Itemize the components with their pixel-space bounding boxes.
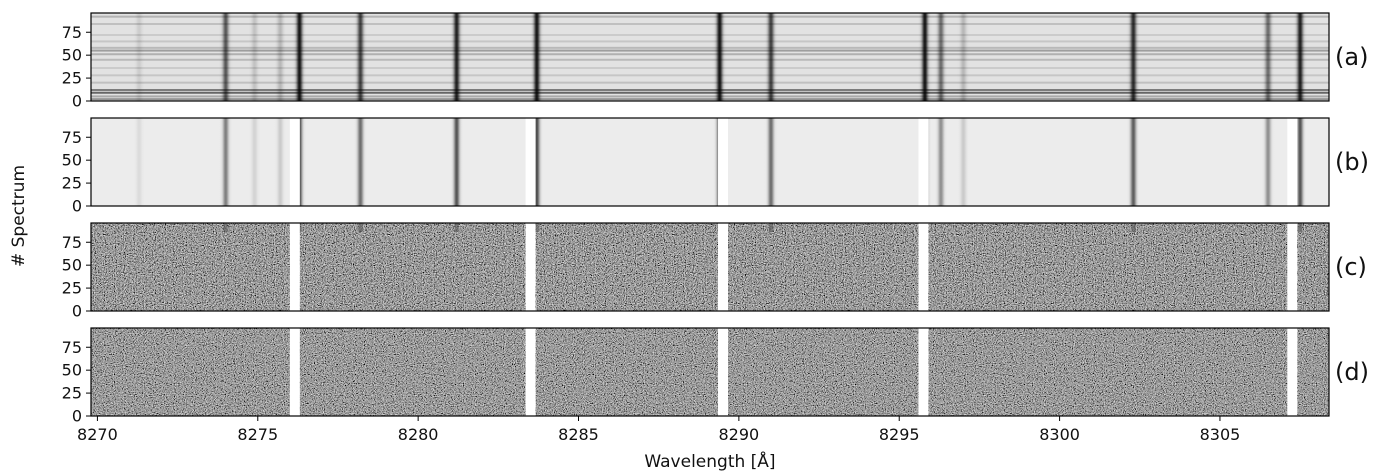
panel-c-residual-feature — [768, 223, 773, 232]
masked-region — [1287, 328, 1298, 416]
panel-c-residual-feature — [223, 223, 228, 232]
panel-d — [91, 328, 1329, 416]
masked-region — [918, 223, 929, 311]
y-tick-label: 25 — [62, 69, 82, 88]
panel-a-band — [91, 46, 1329, 49]
y-tick-label: 25 — [62, 174, 82, 193]
panel-b-image — [91, 118, 1329, 206]
panel-label: (d) — [1335, 358, 1369, 386]
panel-c-residual-feature — [358, 223, 363, 232]
x-tick-label: 8275 — [237, 425, 278, 444]
panel-label: (c) — [1335, 253, 1367, 281]
x-tick-label: 8305 — [1200, 425, 1241, 444]
y-tick-label: 0 — [72, 407, 82, 426]
panel-a-band — [91, 74, 1329, 77]
y-tick-label: 50 — [62, 46, 82, 65]
panel-a-band — [91, 15, 1329, 18]
masked-region — [718, 223, 729, 311]
y-tick-label: 0 — [72, 197, 82, 216]
y-tick-label: 50 — [62, 361, 82, 380]
x-tick-label: 8290 — [719, 425, 760, 444]
panel-a-band — [91, 81, 1329, 84]
panel-c — [91, 223, 1329, 311]
masked-region — [289, 118, 300, 206]
panel-a-band — [91, 53, 1329, 56]
masked-region — [918, 118, 929, 206]
panel-frame — [90, 117, 1330, 207]
x-tick-label: 8270 — [77, 425, 118, 444]
panel-a-band — [91, 98, 1329, 101]
panel-a-band — [91, 49, 1329, 52]
y-tick-label: 0 — [72, 302, 82, 321]
panel-c-residual-feature — [1131, 223, 1136, 232]
y-tick-label: 75 — [62, 338, 82, 357]
masked-region — [289, 223, 300, 311]
x-tick-label: 8285 — [558, 425, 599, 444]
y-tick-label: 25 — [62, 384, 82, 403]
panel-a-band — [91, 23, 1329, 25]
y-tick-label: 50 — [62, 256, 82, 275]
panel-c-image — [91, 223, 1329, 311]
y-tick-label: 25 — [62, 279, 82, 298]
masked-region — [289, 328, 300, 416]
y-tick-label: 0 — [72, 92, 82, 111]
masked-region — [525, 118, 536, 206]
panel-a-band — [91, 67, 1329, 69]
x-tick-label: 8295 — [879, 425, 920, 444]
panel-a-band — [91, 40, 1329, 43]
panel-label: (a) — [1335, 43, 1368, 71]
panel-frame — [90, 327, 1330, 417]
y-tick-label: 75 — [62, 233, 82, 252]
panel-a-band — [91, 58, 1329, 61]
panel-d-image — [91, 328, 1329, 416]
panel-a-image — [91, 13, 1329, 101]
x-tick-label: 8300 — [1039, 425, 1080, 444]
panel-c-residual-feature — [1298, 223, 1303, 232]
x-axis: 8270 8275 8280 8285 8290 8295 8300 8305 — [77, 416, 1240, 444]
panel-a-band — [91, 89, 1329, 91]
panel-c-residual-feature — [454, 223, 459, 232]
panel-frame — [90, 12, 1330, 102]
panel-a-band — [91, 34, 1329, 36]
panels-group: 0 25 50 75 (a) 0 25 50 75 (b) 0 25 50 75 (c) 0 25 50 75 (d) — [62, 12, 1369, 426]
y-tick-label: 75 — [62, 128, 82, 147]
masked-region — [1287, 223, 1298, 311]
masked-region — [918, 328, 929, 416]
x-axis-title: Wavelength [Å] — [644, 450, 775, 472]
panel-c-residual-feature — [534, 223, 539, 232]
panel-label: (b) — [1335, 148, 1369, 176]
panel-a-band — [91, 91, 1329, 94]
masked-region — [718, 328, 729, 416]
panel-a-band — [91, 95, 1329, 98]
panel-frame — [90, 222, 1330, 312]
masked-region — [718, 118, 729, 206]
masked-region — [1287, 118, 1298, 206]
masked-region — [525, 223, 536, 311]
y-axis-title: # Spectrum — [9, 165, 29, 267]
panel-a — [91, 13, 1329, 101]
panel-b — [91, 118, 1329, 206]
y-tick-label: 75 — [62, 23, 82, 42]
masked-region — [525, 328, 536, 416]
x-tick-label: 8280 — [398, 425, 439, 444]
y-tick-label: 50 — [62, 151, 82, 170]
